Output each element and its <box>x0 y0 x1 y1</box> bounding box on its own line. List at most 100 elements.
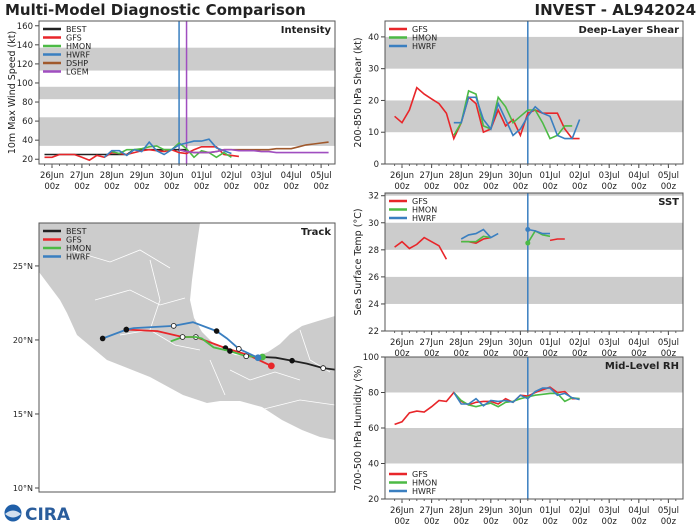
y-tick-label: 40 <box>22 136 33 146</box>
x-tick-label: 00z <box>313 182 329 192</box>
x-tick-label: 02Jul <box>569 171 590 181</box>
x-tick-label: 30Jun <box>508 338 532 348</box>
state-border <box>229 369 301 381</box>
y-tick-label: 60 <box>22 117 33 127</box>
plot-area <box>385 21 683 164</box>
legend-label: HWRF <box>412 487 436 496</box>
lat-tick-label: 15°N <box>13 410 33 419</box>
y-tick-label: 24 <box>368 300 379 310</box>
shaded-band <box>385 276 683 304</box>
x-tick-label: 00z <box>661 517 677 525</box>
x-tick-label: 04Jul <box>281 171 302 181</box>
track-marker <box>254 354 262 362</box>
shaded-band <box>385 100 683 133</box>
lat-tick-label: 25°N <box>13 262 33 271</box>
state-border <box>149 259 161 331</box>
figure-title: Multi-Model Diagnostic Comparison <box>5 1 306 19</box>
x-tick-label: 04Jul <box>628 338 649 348</box>
series-line-lgem <box>178 148 329 154</box>
track-marker <box>267 362 275 370</box>
x-tick-label: 26Jun <box>390 506 414 516</box>
x-tick-label: 01Jul <box>191 171 212 181</box>
plot-frame <box>384 356 684 500</box>
x-tick-label: 27Jun <box>70 171 94 181</box>
x-tick-label: 00z <box>224 182 240 192</box>
state-border <box>259 399 335 411</box>
y-tick-label: 32 <box>368 192 379 202</box>
x-tick-label: 00z <box>513 349 529 359</box>
x-tick-label: 00z <box>284 182 300 192</box>
x-tick-label: 00z <box>572 349 588 359</box>
land-mass <box>39 223 335 440</box>
y-tick-label: 10 <box>368 128 379 138</box>
y-tick-label: 30 <box>368 219 379 229</box>
y-tick-label: 40 <box>368 460 379 470</box>
x-tick-label: 01Jul <box>539 506 560 516</box>
x-tick-label: 02Jul <box>569 338 590 348</box>
state-border <box>69 249 171 269</box>
x-tick-label: 00z <box>542 182 558 192</box>
plot-area <box>39 21 335 164</box>
x-tick-label: 00z <box>483 517 499 525</box>
legend-label: GFS <box>412 197 428 206</box>
x-tick-label: 03Jul <box>599 506 620 516</box>
x-tick-label: 00z <box>631 517 647 525</box>
x-tick-label: 00z <box>104 182 120 192</box>
x-tick-label: 27Jun <box>420 338 444 348</box>
x-tick-label: 00z <box>513 517 529 525</box>
x-tick-label: 30Jun <box>508 506 532 516</box>
x-tick-label: 00z <box>194 182 210 192</box>
shaded-band <box>385 357 683 393</box>
y-tick-label: 120 <box>17 60 33 70</box>
state-border <box>119 329 201 351</box>
cira-logo: CIRA <box>4 504 71 525</box>
x-tick-label: 00z <box>454 349 470 359</box>
x-tick-label: 03Jul <box>599 171 620 181</box>
x-tick-label: 05Jul <box>311 171 332 181</box>
x-tick-label: 00z <box>631 182 647 192</box>
panel-title: SST <box>658 197 679 208</box>
plot-frame <box>384 20 684 165</box>
series-line-hmon <box>453 89 573 140</box>
y-tick-label: 20 <box>368 96 379 106</box>
x-tick-label: 00z <box>542 517 558 525</box>
x-tick-label: 00z <box>454 517 470 525</box>
legend-label: HMON <box>66 244 91 253</box>
x-tick-label: 00z <box>254 182 270 192</box>
x-tick-label: 05Jul <box>658 506 679 516</box>
x-tick-label: 00z <box>631 349 647 359</box>
track-marker <box>213 328 220 334</box>
init-point-hmon <box>525 240 531 246</box>
legend-label: HMON <box>66 42 91 51</box>
plot-area <box>385 193 683 331</box>
x-tick-label: 27Jun <box>420 171 444 181</box>
x-tick-label: 00z <box>542 349 558 359</box>
y-axis-label: Sea Surface Temp (°C) <box>353 208 364 315</box>
x-tick-label: 00z <box>483 349 499 359</box>
y-tick-label: 0 <box>374 160 379 170</box>
plot-frame <box>384 192 684 332</box>
cira-logo-text: CIRA <box>25 505 71 525</box>
x-tick-label: 01Jul <box>539 171 560 181</box>
y-tick-label: 80 <box>22 98 33 108</box>
x-tick-label: 26Jun <box>390 171 414 181</box>
x-tick-label: 00z <box>454 182 470 192</box>
x-tick-label: 26Jun <box>390 338 414 348</box>
state-border <box>209 359 226 396</box>
shaded-band <box>385 193 683 196</box>
x-tick-label: 03Jul <box>251 171 272 181</box>
y-tick-label: 40 <box>368 33 379 43</box>
y-tick-label: 20 <box>368 495 379 505</box>
x-tick-label: 00z <box>424 517 440 525</box>
x-tick-label: 00z <box>424 349 440 359</box>
series-line-hwrf <box>103 138 232 158</box>
series-line-hwrf <box>453 96 581 140</box>
x-tick-label: 29Jun <box>479 506 503 516</box>
track-marker <box>170 323 177 329</box>
legend-label: LGEM <box>66 68 89 77</box>
